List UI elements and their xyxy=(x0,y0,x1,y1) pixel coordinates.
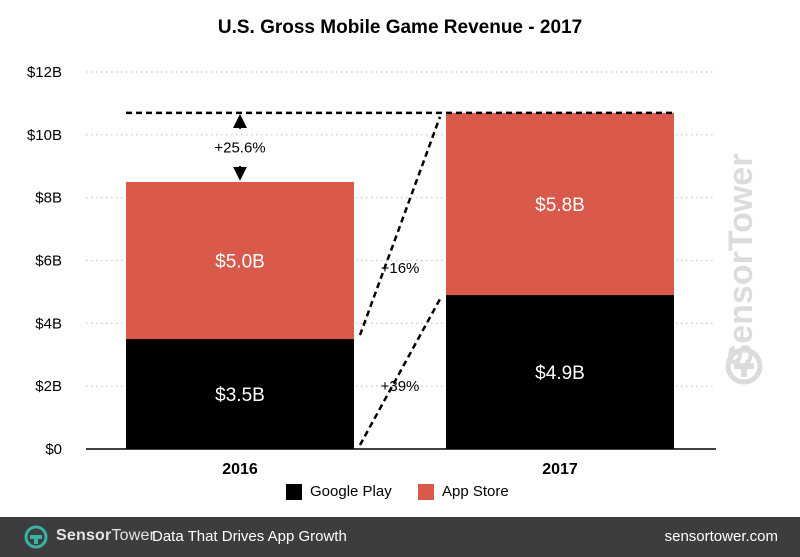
legend-label-app-store: App Store xyxy=(442,483,509,500)
legend: Google Play App Store xyxy=(0,481,800,503)
watermark-logo xyxy=(725,347,763,385)
bar-google-play-2016 xyxy=(126,339,354,449)
brand-name: SensorTower xyxy=(56,527,155,545)
y-tick-label: $10B xyxy=(27,127,62,144)
footer-bar: SensorTower Data That Drives App Growth … xyxy=(0,517,800,557)
app-store-growth-label: +16% xyxy=(381,260,420,277)
legend-label-google-play: Google Play xyxy=(310,483,392,500)
bar-app-store-2017 xyxy=(446,112,674,296)
total-growth-label: +25.6% xyxy=(214,139,265,156)
y-tick-label: $4B xyxy=(35,315,62,332)
bar-app-store-2016 xyxy=(126,181,354,340)
google-play-connector xyxy=(358,298,442,446)
data-label-google-play-2017: $4.9B xyxy=(535,363,585,384)
x-tick-label: 2016 xyxy=(222,461,258,478)
bar-google-play-2017 xyxy=(446,295,674,449)
brand-sensor: Sensor xyxy=(56,527,112,544)
app-store-connector xyxy=(358,116,442,336)
data-label-app-store-2016: $5.0B xyxy=(215,252,265,273)
y-tick-label: $6B xyxy=(35,253,62,270)
data-label-app-store-2017: $5.8B xyxy=(535,195,585,216)
chart-title: U.S. Gross Mobile Game Revenue - 2017 xyxy=(217,17,583,38)
legend-swatch-google-play xyxy=(286,484,302,500)
x-tick-label: 2017 xyxy=(542,461,578,478)
bar-chart: +25.6% +16% +39% $0 $2B $4B $6B $8B $10B $12B $3.… xyxy=(27,64,763,478)
y-tick-label: $0 xyxy=(45,441,62,458)
brand-tower: Tower xyxy=(111,527,156,544)
site-link[interactable]: sensortower.com xyxy=(664,528,778,545)
google-play-growth-label: +39% xyxy=(381,378,420,395)
sensortower-logo-icon xyxy=(24,525,48,549)
legend-swatch-app-store xyxy=(418,484,434,500)
y-tick-label: $8B xyxy=(35,190,62,207)
y-tick-label: $12B xyxy=(27,64,62,81)
data-label-google-play-2016: $3.5B xyxy=(215,385,265,406)
watermark: SensorTower xyxy=(722,154,760,367)
tagline: Data That Drives App Growth xyxy=(152,528,347,545)
y-tick-label: $2B xyxy=(35,378,62,395)
